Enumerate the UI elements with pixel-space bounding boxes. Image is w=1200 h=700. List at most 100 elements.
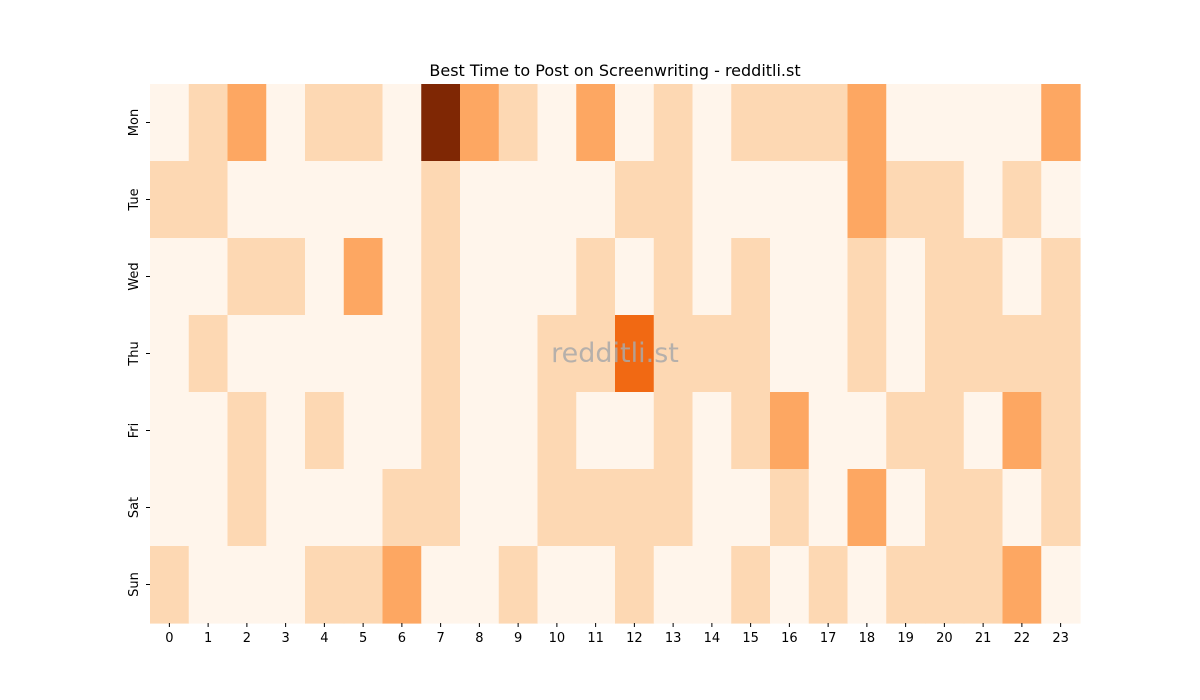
- heatmap-cell-fri-23: [1041, 392, 1081, 470]
- heatmap-cell-mon-2: [227, 84, 267, 162]
- heatmap-cell-sun-15: [731, 546, 771, 624]
- x-tick-label: 11: [587, 631, 604, 646]
- heatmap-cell-sun-14: [692, 546, 732, 624]
- heatmap-cell-tue-15: [731, 161, 771, 239]
- heatmap-cell-fri-16: [770, 392, 810, 470]
- x-tick-label: 20: [936, 631, 953, 646]
- heatmap-cell-tue-21: [963, 161, 1004, 239]
- heatmap-cell-thu-11: [576, 315, 616, 393]
- heatmap-cell-thu-9: [498, 315, 539, 393]
- heatmap-cell-sun-20: [925, 546, 965, 624]
- heatmap-cell-thu-3: [266, 315, 306, 393]
- heatmap-cell-sat-4: [305, 469, 345, 547]
- heatmap-cell-sat-22: [1002, 469, 1042, 547]
- heatmap-cell-wed-22: [1002, 238, 1042, 316]
- heatmap-cell-fri-7: [421, 392, 461, 470]
- heatmap-cell-fri-13: [653, 392, 694, 470]
- heatmap-cell-thu-23: [1041, 315, 1081, 393]
- x-tick-label: 18: [859, 631, 876, 646]
- heatmap-cell-wed-4: [305, 238, 345, 316]
- heatmap-cell-wed-19: [886, 238, 926, 316]
- heatmap-cell-sat-2: [227, 469, 267, 547]
- heatmap-cell-fri-0: [150, 392, 190, 470]
- heatmap-cell-sun-11: [576, 546, 616, 624]
- heatmap-cell-sat-5: [343, 469, 384, 547]
- heatmap-cell-thu-1: [188, 315, 229, 393]
- x-tick-label: 7: [436, 631, 444, 646]
- heatmap-cell-sun-8: [460, 546, 500, 624]
- heatmap-cell-thu-7: [421, 315, 461, 393]
- heatmap-cell-sat-11: [576, 469, 616, 547]
- heatmap-cell-thu-12: [615, 315, 655, 393]
- y-tick-label: Fri: [127, 423, 142, 439]
- heatmap-cell-sat-21: [963, 469, 1004, 547]
- x-tick-label: 4: [320, 631, 328, 646]
- heatmap-cell-tue-11: [576, 161, 616, 239]
- heatmap-cell-wed-11: [576, 238, 616, 316]
- heatmap-cell-tue-20: [925, 161, 965, 239]
- heatmap-cell-tue-8: [460, 161, 500, 239]
- heatmap-cell-mon-20: [925, 84, 965, 162]
- heatmap-cell-wed-23: [1041, 238, 1081, 316]
- heatmap-cell-sat-18: [847, 469, 887, 547]
- x-tick-label: 10: [549, 631, 566, 646]
- heatmap-cell-tue-22: [1002, 161, 1042, 239]
- heatmap-cell-sat-9: [498, 469, 539, 547]
- heatmap-cell-sat-12: [615, 469, 655, 547]
- heatmap-cell-sun-23: [1041, 546, 1081, 624]
- heatmap-cell-fri-15: [731, 392, 771, 470]
- heatmap-cell-wed-2: [227, 238, 267, 316]
- heatmap-cell-fri-12: [615, 392, 655, 470]
- heatmap-cell-fri-6: [382, 392, 422, 470]
- heatmap-cell-thu-14: [692, 315, 732, 393]
- watermark: redditli.st: [551, 338, 679, 369]
- heatmap-cell-fri-8: [460, 392, 500, 470]
- heatmap-cell-sat-0: [150, 469, 190, 547]
- chart-title: Best Time to Post on Screenwriting - red…: [429, 61, 800, 80]
- heatmap-cell-sun-5: [343, 546, 384, 624]
- heatmap-cell-thu-4: [305, 315, 345, 393]
- heatmap-cell-tue-2: [227, 161, 267, 239]
- y-tick-label: Sat: [127, 497, 142, 518]
- heatmap-cell-thu-5: [343, 315, 384, 393]
- heatmap-cell-sat-6: [382, 469, 422, 547]
- heatmap-cell-wed-17: [808, 238, 849, 316]
- heatmap-cell-mon-11: [576, 84, 616, 162]
- heatmap-cell-sat-7: [421, 469, 461, 547]
- heatmap-cell-sun-12: [615, 546, 655, 624]
- heatmap-cell-tue-19: [886, 161, 926, 239]
- heatmap-cell-fri-3: [266, 392, 306, 470]
- y-tick-label: Mon: [127, 109, 142, 136]
- y-axis: Mon Tue Wed Thu Fri Sat Sun: [127, 109, 150, 597]
- heatmap-cell-sun-21: [963, 546, 1004, 624]
- heatmap-cell-thu-0: [150, 315, 190, 393]
- heatmap-cell-sun-16: [770, 546, 810, 624]
- heatmap-cell-thu-21: [963, 315, 1004, 393]
- heatmap-cell-wed-10: [537, 238, 577, 316]
- heatmap-cell-fri-1: [188, 392, 229, 470]
- heatmap-cell-wed-7: [421, 238, 461, 316]
- heatmap-cell-wed-14: [692, 238, 732, 316]
- heatmap-cell-tue-14: [692, 161, 732, 239]
- heatmap-cell-fri-2: [227, 392, 267, 470]
- x-tick-label: 15: [742, 631, 759, 646]
- heatmap-cell-sun-3: [266, 546, 306, 624]
- heatmap-cell-thu-18: [847, 315, 887, 393]
- heatmap-cell-tue-0: [150, 161, 190, 239]
- heatmap-cell-mon-17: [808, 84, 849, 162]
- y-tick-label: Thu: [127, 341, 142, 366]
- x-tick-label: 13: [665, 631, 682, 646]
- x-tick-label: 17: [820, 631, 837, 646]
- heatmap-cell-wed-6: [382, 238, 422, 316]
- heatmap-cell-mon-23: [1041, 84, 1081, 162]
- heatmap-cell-thu-16: [770, 315, 810, 393]
- heatmap-cell-mon-1: [188, 84, 229, 162]
- x-tick-label: 0: [165, 631, 173, 646]
- heatmap-cell-sun-22: [1002, 546, 1042, 624]
- heatmap-cell-tue-7: [421, 161, 461, 239]
- heatmap-cell-mon-12: [615, 84, 655, 162]
- heatmap-cell-sun-1: [188, 546, 229, 624]
- heatmap-cell-mon-6: [382, 84, 422, 162]
- x-tick-label: 12: [626, 631, 643, 646]
